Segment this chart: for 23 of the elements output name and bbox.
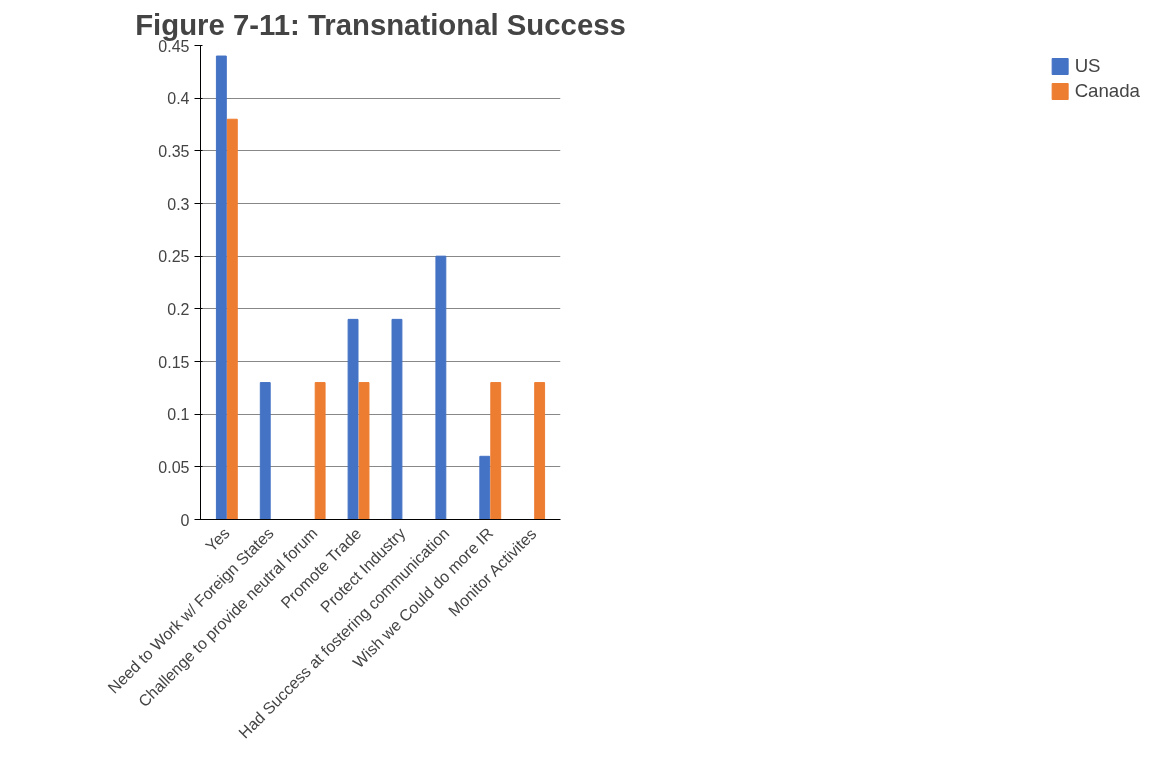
bar <box>391 318 403 520</box>
bar <box>259 382 271 520</box>
bar <box>226 118 238 520</box>
bar <box>490 382 502 520</box>
y-tick-label: 0.35 <box>158 142 190 160</box>
y-tick-label: 0.1 <box>167 406 190 424</box>
legend-label: US <box>1074 55 1101 77</box>
bar <box>347 318 359 520</box>
y-tick-label: 0.25 <box>158 248 190 266</box>
bar <box>435 255 447 520</box>
bar <box>314 382 326 520</box>
bar <box>358 382 370 520</box>
x-tick-label: Yes <box>202 524 233 555</box>
y-tick-label: 0.2 <box>167 300 190 318</box>
y-tick-label: 0.05 <box>158 458 190 476</box>
y-tick-label: 0.15 <box>158 353 190 371</box>
y-tick-label: 0.4 <box>167 90 190 108</box>
y-tick-label: 0 <box>180 511 190 529</box>
bar <box>479 455 491 520</box>
legend-label: Canada <box>1074 80 1140 102</box>
bar <box>215 55 227 520</box>
bar <box>534 382 546 520</box>
y-tick-label: 0.3 <box>167 195 190 213</box>
